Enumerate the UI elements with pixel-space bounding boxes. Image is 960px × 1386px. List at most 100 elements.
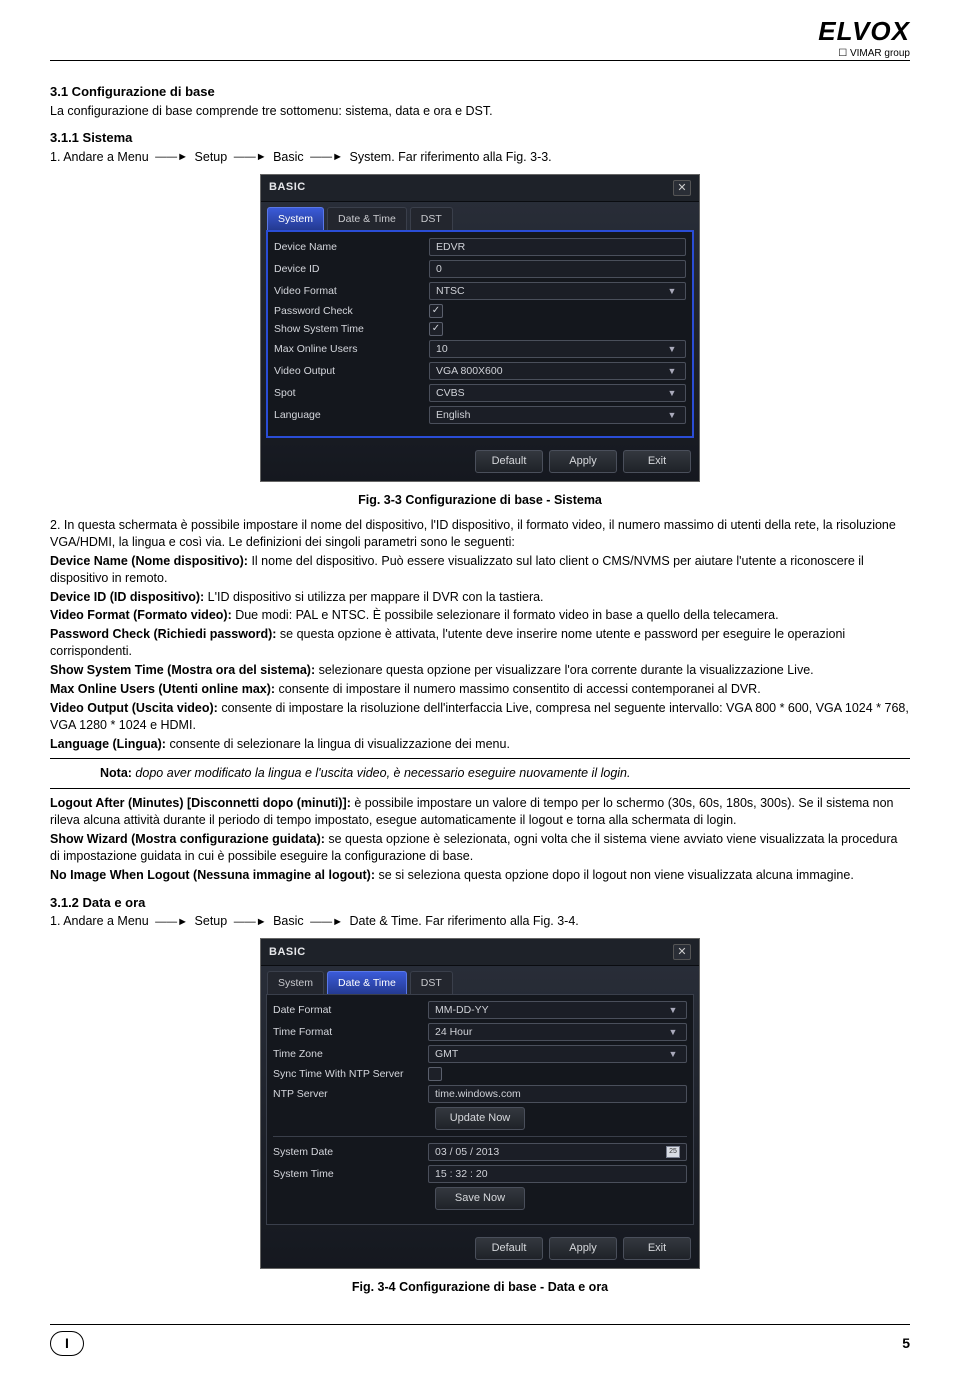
sync-ntp-checkbox[interactable] bbox=[428, 1067, 442, 1081]
tab-dst[interactable]: DST bbox=[410, 971, 453, 994]
video-format-label: Video Format bbox=[274, 284, 429, 298]
note-line: Nota: dopo aver modificato la lingua e l… bbox=[100, 765, 910, 782]
definition-item: No Image When Logout (Nessuna immagine a… bbox=[50, 867, 910, 884]
chevron-down-icon: ▼ bbox=[665, 285, 679, 297]
brand-name: ELVOX bbox=[818, 14, 910, 49]
definition-item: Logout After (Minutes) [Disconnetti dopo… bbox=[50, 795, 910, 829]
definition-item: Device Name (Nome dispositivo): Il nome … bbox=[50, 553, 910, 587]
video-output-label: Video Output bbox=[274, 364, 429, 378]
apply-button[interactable]: Apply bbox=[549, 1237, 617, 1260]
definition-item: Show System Time (Mostra ora del sistema… bbox=[50, 662, 910, 679]
chevron-down-icon: ▼ bbox=[666, 1048, 680, 1060]
show-time-checkbox[interactable]: ✓ bbox=[429, 322, 443, 336]
close-button[interactable]: ✕ bbox=[673, 180, 691, 196]
close-button[interactable]: ✕ bbox=[673, 944, 691, 960]
system-time-label: System Time bbox=[273, 1167, 428, 1181]
window-titlebar: BASIC ✕ bbox=[261, 939, 699, 966]
chevron-down-icon: ▼ bbox=[666, 1026, 680, 1038]
default-button[interactable]: Default bbox=[475, 450, 543, 473]
form-panel: Device Name EDVR Device ID 0 Video Forma… bbox=[266, 230, 694, 438]
exit-button[interactable]: Exit bbox=[623, 1237, 691, 1260]
max-online-select[interactable]: 10▼ bbox=[429, 340, 686, 358]
sistema-heading: 3.1.1 Sistema bbox=[50, 129, 910, 147]
system-time-input[interactable]: 15 : 32 : 20 bbox=[428, 1165, 687, 1183]
calendar-icon[interactable]: 25 bbox=[666, 1146, 680, 1158]
date-format-select[interactable]: MM-DD-YY▼ bbox=[428, 1001, 687, 1019]
window-title: BASIC bbox=[269, 945, 306, 960]
chevron-down-icon: ▼ bbox=[665, 387, 679, 399]
default-button[interactable]: Default bbox=[475, 1237, 543, 1260]
exit-button[interactable]: Exit bbox=[623, 450, 691, 473]
paragraph-2: 2. In questa schermata è possibile impos… bbox=[50, 517, 910, 551]
data-ora-heading: 3.1.2 Data e ora bbox=[50, 894, 910, 912]
date-format-label: Date Format bbox=[273, 1003, 428, 1017]
device-name-label: Device Name bbox=[274, 240, 429, 254]
spot-label: Spot bbox=[274, 386, 429, 400]
ntp-server-label: NTP Server bbox=[273, 1087, 428, 1101]
save-now-button[interactable]: Save Now bbox=[435, 1187, 525, 1210]
form-divider bbox=[273, 1136, 687, 1137]
definition-item: Language (Lingua): consente di seleziona… bbox=[50, 736, 910, 753]
language-select[interactable]: English▼ bbox=[429, 406, 686, 424]
dvr-basic-datetime-window: BASIC ✕ System Date & Time DST Date Form… bbox=[260, 938, 700, 1269]
device-name-input[interactable]: EDVR bbox=[429, 238, 686, 256]
definition-item: Device ID (ID dispositivo): L'ID disposi… bbox=[50, 589, 910, 606]
tab-date-time[interactable]: Date & Time bbox=[327, 207, 407, 230]
chevron-down-icon: ▼ bbox=[665, 343, 679, 355]
ntp-server-input[interactable]: time.windows.com bbox=[428, 1085, 687, 1103]
page-footer: I 5 bbox=[50, 1324, 910, 1356]
button-bar: Default Apply Exit bbox=[261, 1231, 699, 1268]
tab-system[interactable]: System bbox=[267, 207, 324, 230]
brand-logo: ELVOX ☐ VIMAR group bbox=[818, 14, 910, 61]
definition-item: Max Online Users (Utenti online max): co… bbox=[50, 681, 910, 698]
divider bbox=[50, 788, 910, 789]
arrow-icon: ——► bbox=[234, 915, 267, 930]
system-date-input[interactable]: 03 / 05 / 2013 25 bbox=[428, 1143, 687, 1161]
figure-3-4-caption: Fig. 3-4 Configurazione di base - Data e… bbox=[50, 1279, 910, 1296]
tab-dst[interactable]: DST bbox=[410, 207, 453, 230]
definition-item: Video Output (Uscita video): consente di… bbox=[50, 700, 910, 734]
password-check-label: Password Check bbox=[274, 304, 429, 318]
arrow-icon: ——► bbox=[310, 150, 343, 165]
apply-button[interactable]: Apply bbox=[549, 450, 617, 473]
language-badge: I bbox=[50, 1331, 84, 1356]
tab-bar: System Date & Time DST bbox=[261, 202, 699, 230]
time-format-select[interactable]: 24 Hour▼ bbox=[428, 1023, 687, 1041]
device-id-input[interactable]: 0 bbox=[429, 260, 686, 278]
time-format-label: Time Format bbox=[273, 1025, 428, 1039]
definition-item: Password Check (Richiedi password): se q… bbox=[50, 626, 910, 660]
chevron-down-icon: ▼ bbox=[665, 365, 679, 377]
form-panel: Date Format MM-DD-YY▼ Time Format 24 Hou… bbox=[266, 994, 694, 1225]
divider bbox=[50, 758, 910, 759]
page-number: 5 bbox=[902, 1334, 910, 1353]
intro-text: La configurazione di base comprende tre … bbox=[50, 103, 910, 120]
arrow-icon: ——► bbox=[310, 915, 343, 930]
tab-system[interactable]: System bbox=[267, 971, 324, 994]
tab-bar: System Date & Time DST bbox=[261, 966, 699, 994]
dvr-basic-system-window: BASIC ✕ System Date & Time DST Device Na… bbox=[260, 174, 700, 482]
tab-date-time[interactable]: Date & Time bbox=[327, 971, 407, 994]
window-titlebar: BASIC ✕ bbox=[261, 175, 699, 202]
device-id-label: Device ID bbox=[274, 262, 429, 276]
top-divider bbox=[50, 60, 910, 61]
password-check-checkbox[interactable]: ✓ bbox=[429, 304, 443, 318]
brand-group: ☐ VIMAR group bbox=[818, 47, 910, 61]
system-date-label: System Date bbox=[273, 1145, 428, 1159]
definition-item: Video Format (Formato video): Due modi: … bbox=[50, 607, 910, 624]
time-zone-label: Time Zone bbox=[273, 1047, 428, 1061]
spot-select[interactable]: CVBS▼ bbox=[429, 384, 686, 402]
language-label: Language bbox=[274, 408, 429, 422]
window-title: BASIC bbox=[269, 180, 306, 195]
figure-3-3-caption: Fig. 3-3 Configurazione di base - Sistem… bbox=[50, 492, 910, 509]
arrow-icon: ——► bbox=[234, 150, 267, 165]
update-now-button[interactable]: Update Now bbox=[435, 1107, 525, 1130]
max-online-label: Max Online Users bbox=[274, 342, 429, 356]
show-time-label: Show System Time bbox=[274, 322, 429, 336]
arrow-icon: ——► bbox=[155, 915, 188, 930]
video-output-select[interactable]: VGA 800X600▼ bbox=[429, 362, 686, 380]
nav-path-1: 1. Andare a Menu ——► Setup ——► Basic ——►… bbox=[50, 149, 910, 166]
arrow-icon: ——► bbox=[155, 150, 188, 165]
video-format-select[interactable]: NTSC▼ bbox=[429, 282, 686, 300]
time-zone-select[interactable]: GMT▼ bbox=[428, 1045, 687, 1063]
nav-path-2: 1. Andare a Menu ——► Setup ——► Basic ——►… bbox=[50, 913, 910, 930]
